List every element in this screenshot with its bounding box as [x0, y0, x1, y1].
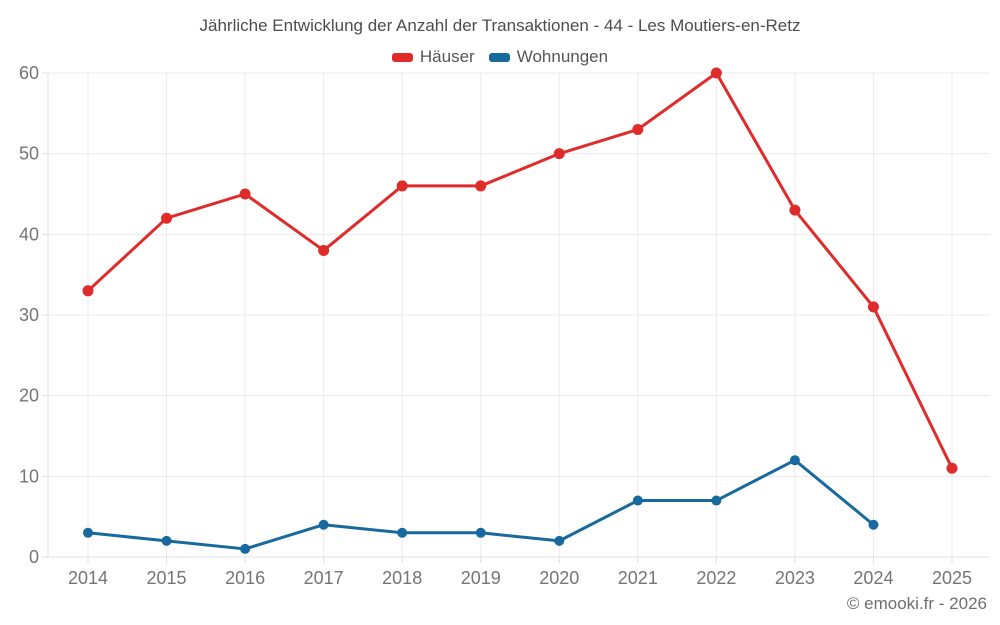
y-axis-label: 40	[19, 224, 39, 244]
x-axis-label: 2015	[147, 568, 187, 588]
x-axis-label: 2014	[68, 568, 108, 588]
data-point-hauser[interactable]	[161, 212, 173, 224]
data-point-wohnungen[interactable]	[83, 527, 93, 538]
x-axis-label: 2016	[225, 568, 265, 588]
legend-item-wohnungen[interactable]: Wohnungen	[488, 47, 609, 67]
legend-label: Wohnungen	[516, 47, 609, 66]
legend-marker-wohnungen	[488, 52, 510, 62]
y-axis-label: 30	[19, 305, 39, 325]
y-axis-label: 60	[19, 63, 39, 83]
legend-label: Häuser	[419, 47, 475, 66]
x-axis-label: 2022	[696, 568, 736, 588]
data-point-wohnungen[interactable]	[789, 455, 800, 466]
copyright-text: © emooki.fr - 2026	[846, 594, 987, 613]
x-axis-label: 2024	[853, 568, 893, 588]
data-point-wohnungen[interactable]	[161, 535, 172, 546]
y-axis-label: 10	[19, 466, 39, 486]
x-axis-label: 2019	[461, 568, 501, 588]
data-point-hauser[interactable]	[82, 285, 94, 297]
data-point-hauser[interactable]	[396, 180, 408, 192]
data-point-hauser[interactable]	[710, 67, 722, 79]
data-point-wohnungen[interactable]	[475, 527, 486, 538]
x-axis-label: 2020	[539, 568, 579, 588]
legend-item-hauser[interactable]: Häuser	[391, 47, 475, 67]
data-point-hauser[interactable]	[239, 188, 251, 200]
y-axis-label: 20	[19, 386, 39, 406]
data-point-hauser[interactable]	[553, 148, 565, 160]
data-point-hauser[interactable]	[789, 204, 801, 216]
legend: Häuser Wohnungen	[0, 47, 1000, 67]
data-point-hauser[interactable]	[475, 180, 487, 192]
data-point-wohnungen[interactable]	[554, 535, 565, 546]
x-axis-label: 2023	[775, 568, 815, 588]
chart-title: Jährliche Entwicklung der Anzahl der Tra…	[199, 16, 801, 35]
data-point-wohnungen[interactable]	[240, 543, 251, 554]
x-axis-label: 2021	[618, 568, 658, 588]
data-point-wohnungen[interactable]	[632, 495, 643, 506]
x-axis-label: 2018	[382, 568, 422, 588]
series-line-hauser	[86, 71, 954, 470]
y-axis-label: 50	[19, 144, 39, 164]
data-point-hauser[interactable]	[632, 123, 644, 135]
y-axis-label: 0	[29, 547, 39, 567]
x-axis-label: 2025	[932, 568, 972, 588]
data-point-hauser[interactable]	[318, 244, 330, 256]
data-point-wohnungen[interactable]	[711, 495, 722, 506]
data-point-wohnungen[interactable]	[318, 519, 329, 530]
data-point-hauser[interactable]	[946, 462, 958, 474]
data-point-wohnungen[interactable]	[868, 519, 879, 530]
x-axis-label: 2017	[304, 568, 344, 588]
data-point-hauser[interactable]	[867, 301, 879, 313]
data-point-wohnungen[interactable]	[397, 527, 408, 538]
legend-marker-hauser	[391, 52, 413, 62]
